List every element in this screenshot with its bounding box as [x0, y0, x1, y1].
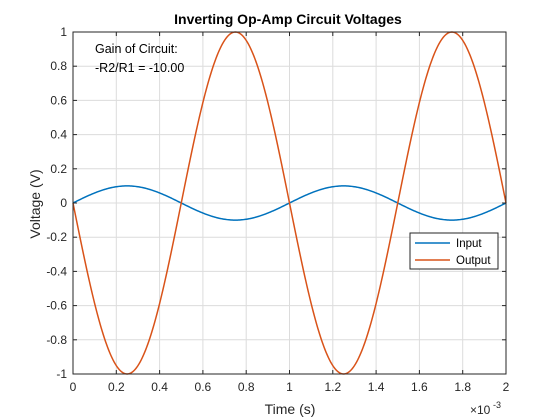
x-tick-label: 1.8: [454, 380, 471, 394]
x-tick-label: 1: [286, 380, 293, 394]
x-tick-label: 0: [70, 380, 77, 394]
y-tick-label: 0.4: [50, 128, 67, 142]
x-tick-label: 1.4: [368, 380, 385, 394]
y-tick-label: 0.6: [50, 93, 67, 107]
y-tick-labels: 1 0.8 0.6 0.4 0.2 0 -0.2 -0.4 -0.6 -0.8 -1: [46, 25, 67, 381]
y-tick-label: -0.8: [46, 333, 67, 347]
y-tick-label: -0.6: [46, 299, 67, 313]
y-axis-label: Voltage (V): [27, 169, 43, 238]
gain-annotation: Gain of Circuit: -R2/R1 = -10.00: [95, 42, 184, 75]
x-axis-exponent: ×10 -3: [470, 400, 501, 417]
x-axis-label: Time (s): [265, 401, 316, 417]
y-tick-label: 1: [60, 25, 67, 39]
x-tick-label: 1.6: [411, 380, 428, 394]
x-tick-label: 0.2: [108, 380, 125, 394]
annotation-line-2: -R2/R1 = -10.00: [95, 61, 184, 75]
y-tick-label: 0: [60, 196, 67, 210]
y-tick-label: 0.2: [50, 162, 67, 176]
y-tick-label: -1: [56, 367, 67, 381]
legend-box: [409, 232, 499, 270]
y-tick-label: -0.4: [46, 264, 67, 278]
x-tick-labels: 0 0.2 0.4 0.6 0.8 1 1.2 1.4 1.6 1.8 2: [70, 380, 510, 394]
series-lines: [72, 31, 507, 375]
y-tick-label: 0.8: [50, 59, 67, 73]
legend-label-output: Output: [456, 255, 491, 267]
x-exponent-power: -3: [493, 400, 501, 410]
x-tick-label: 0.8: [238, 380, 255, 394]
x-tick-label: 1.2: [324, 380, 341, 394]
ticks: [72, 31, 507, 375]
legend: Input Output: [409, 232, 499, 270]
chart-title: Inverting Op-Amp Circuit Voltages: [174, 11, 402, 27]
y-tick-label: -0.2: [46, 230, 67, 244]
series-line-output: [72, 31, 507, 375]
x-exponent-base: ×10: [470, 403, 491, 417]
legend-label-input: Input: [456, 238, 482, 250]
annotation-line-1: Gain of Circuit:: [95, 42, 178, 56]
x-tick-label: 0.6: [195, 380, 212, 394]
x-tick-label: 2: [503, 380, 510, 394]
x-tick-label: 0.4: [151, 380, 168, 394]
